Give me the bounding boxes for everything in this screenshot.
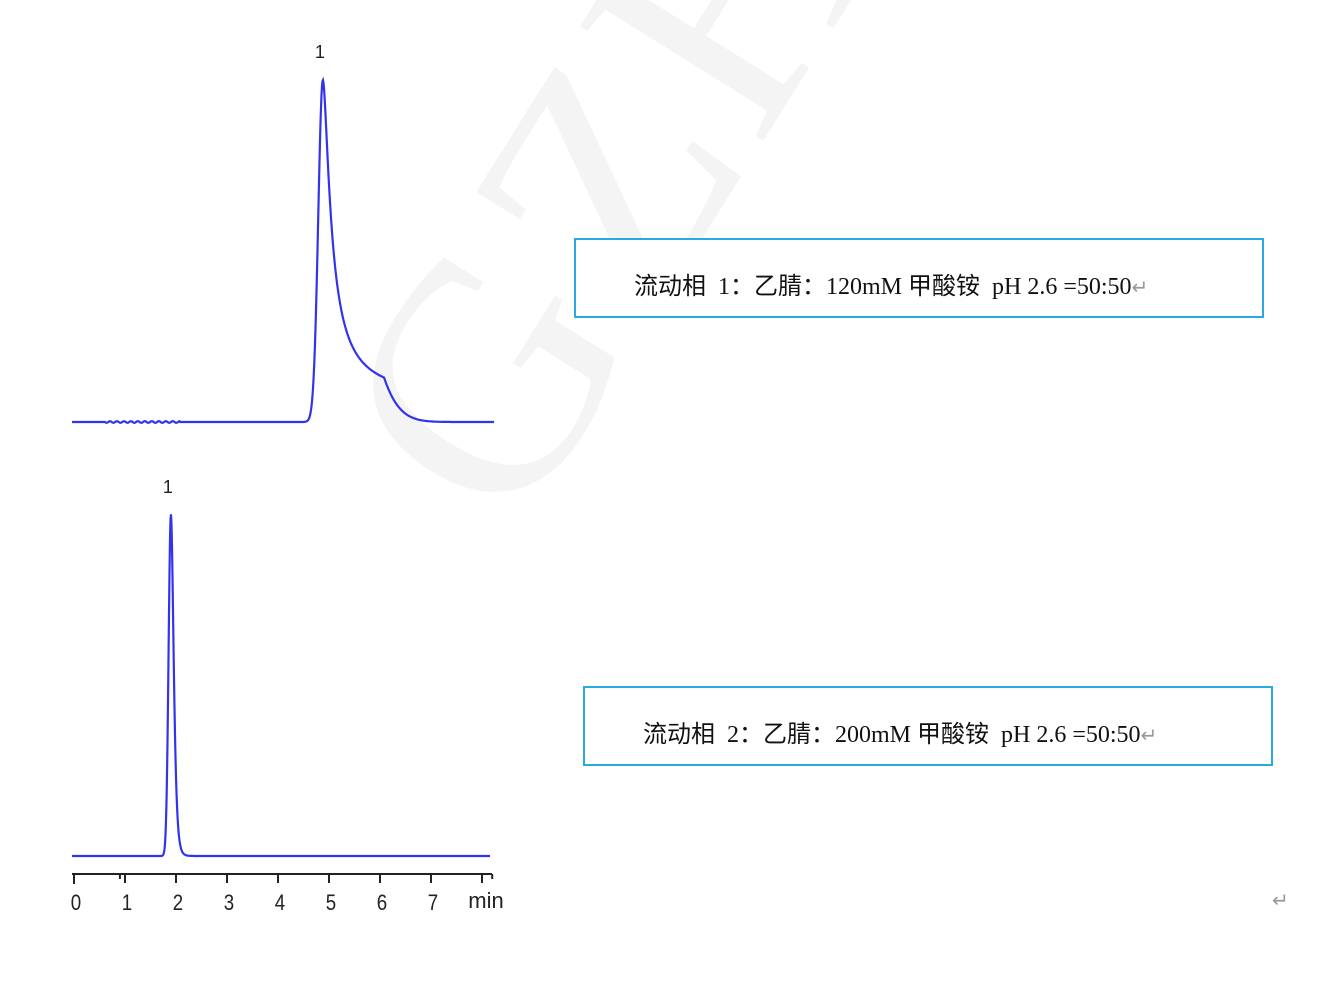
peak-label: 1 xyxy=(315,42,325,62)
x-axis-unit: min xyxy=(468,888,503,913)
peak-label: 1 xyxy=(163,477,173,497)
return-mark: ↵ xyxy=(1131,277,1149,299)
x-tick-label: 7 xyxy=(428,892,438,916)
return-mark: ↵ xyxy=(1140,725,1158,747)
x-tick-label: 0 xyxy=(71,892,81,916)
x-tick-label: 6 xyxy=(377,892,387,916)
x-tick-label: 3 xyxy=(224,892,234,916)
chromatogram-trace-2 xyxy=(72,514,490,858)
x-tick-label: 2 xyxy=(173,892,183,916)
chromatogram-trace-1 xyxy=(72,76,494,424)
x-tick-label: 4 xyxy=(275,892,285,916)
x-tick-label: 1 xyxy=(122,892,132,916)
mobile-phase-2-label: 流动相 2：乙腈：200mM 甲酸铵 pH 2.6 =50:50 xyxy=(643,722,1141,748)
x-tick-label: 5 xyxy=(326,892,336,916)
mobile-phase-2-textbox: 流动相 2：乙腈：200mM 甲酸铵 pH 2.6 =50:50↵ xyxy=(583,686,1273,766)
mobile-phase-1-textbox: 流动相 1：乙腈：120mM 甲酸铵 pH 2.6 =50:50↵ xyxy=(574,238,1264,318)
mobile-phase-1-label: 流动相 1：乙腈：120mM 甲酸铵 pH 2.6 =50:50 xyxy=(634,274,1132,300)
paragraph-return-mark: ↵ xyxy=(1272,890,1289,912)
